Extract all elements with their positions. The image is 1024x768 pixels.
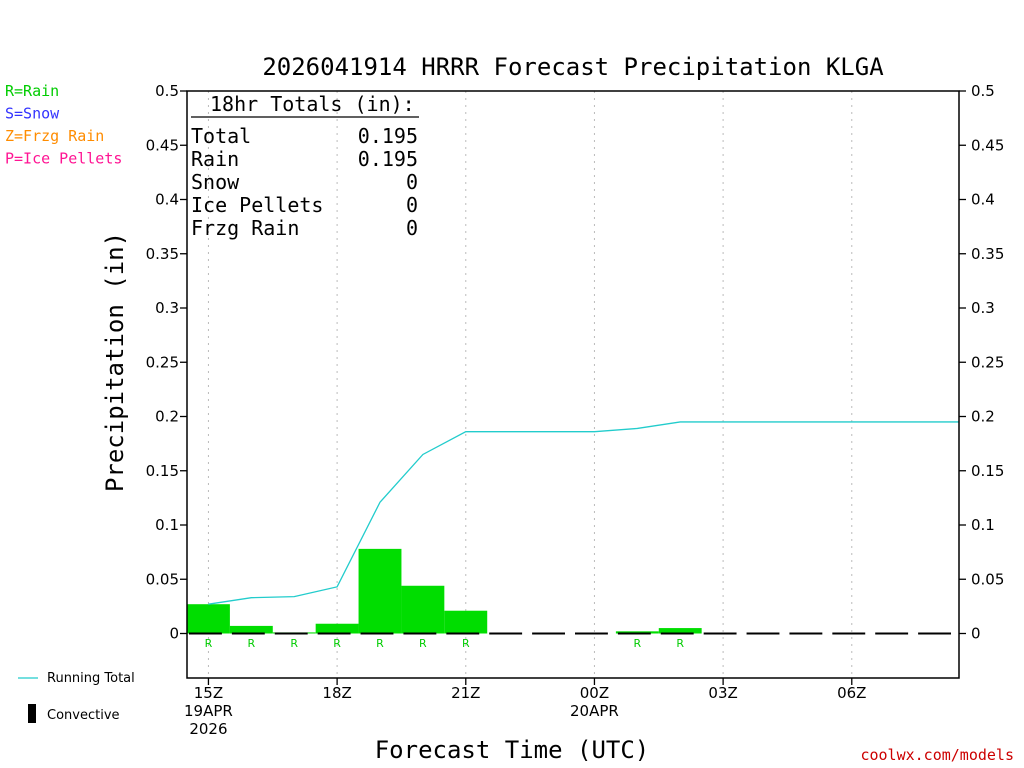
totals-label-4: Frzg Rain [191,216,299,240]
type-marker-26: R [676,637,684,650]
totals-rows: Total 0.195 Rain 0.195 Snow 0 Ice Pellets 0 Frzg… [191,124,418,240]
precip-bar-20 [401,585,445,634]
type-marker-21: R [462,637,470,650]
precip-bar-25 [615,631,659,634]
totals-header: 18hr Totals (in): [210,92,415,116]
y-axis-left: 0 0.05 0.1 0.15 0.2 0.25 0.3 0.35 0.4 0.45 0.5 [146,82,187,643]
totals-label-3: Ice Pellets [191,193,323,217]
y-tick-label-right-1: 0.05 [971,570,1004,588]
totals-label-2: Snow [191,170,240,194]
precip-bar-18 [315,623,359,634]
precip-bar-19 [358,548,402,634]
y-tick-label-left-1: 0.05 [146,570,179,588]
running-total-line [208,421,959,605]
y-tick-label-left-3: 0.15 [146,462,179,480]
x-tick-label-0-0: 15Z [194,684,223,702]
x-tick-label-0-2: 2026 [189,720,227,738]
running-total-legend-label: Running Total [47,671,135,686]
totals-value-4: 0 [406,216,418,240]
y-tick-label-left-2: 0.1 [155,516,179,534]
type-marker-19: R [376,637,384,650]
totals-value-1: 0.195 [358,147,418,171]
x-tick-label-5-0: 06Z [837,684,866,702]
totals-label-1: Rain [191,147,239,171]
x-tick-label-0-1: 19APR [184,702,233,720]
y-tick-label-right-10: 0.5 [971,82,995,100]
x-axis-label: Forecast Time (UTC) [375,736,650,764]
y-tick-label-left-4: 0.2 [155,408,179,426]
y-tick-label-right-6: 0.3 [971,299,995,317]
y-tick-label-right-9: 0.45 [971,136,1004,154]
type-marker-18: R [333,637,341,650]
y-tick-label-right-4: 0.2 [971,408,995,426]
type-marker-16: R [248,637,256,650]
y-tick-label-right-0: 0 [971,625,981,643]
type-legend-1: S=Snow [5,105,60,123]
type-marker-25: R [634,637,642,650]
y-tick-label-right-5: 0.25 [971,353,1004,371]
y-tick-label-right-8: 0.4 [971,191,995,209]
x-tick-label-1-0: 18Z [322,684,351,702]
type-legend-3: P=Ice Pellets [5,150,122,168]
plot-frame [186,90,960,679]
x-tick-label-4-0: 03Z [708,684,737,702]
type-marker-15: R [205,637,213,650]
type-marker-20: R [419,637,427,650]
y-tick-label-left-7: 0.35 [146,245,179,263]
x-tick-label-2-0: 21Z [451,684,480,702]
x-tick-label-3-1: 20APR [570,702,619,720]
chart-title: 2026041914 HRRR Forecast Precipitation K… [262,53,884,81]
hourly-precip-bars [187,548,702,634]
y-tick-label-left-0: 0 [169,625,179,643]
totals-value-3: 0 [406,193,418,217]
precip-bar-21 [444,610,488,634]
type-marker-17: R [290,637,298,650]
totals-label-0: Total [191,124,251,148]
y-tick-label-left-6: 0.3 [155,299,179,317]
credit-text: coolwx.com/models [860,746,1014,764]
precip-bar-26 [658,628,702,634]
y-tick-label-left-10: 0.5 [155,82,179,100]
y-tick-label-left-5: 0.25 [146,353,179,371]
x-tick-label-3-0: 00Z [580,684,609,702]
totals-box: 18hr Totals (in): Total 0.195 Rain 0.195 Sno… [191,92,419,240]
y-tick-label-left-9: 0.45 [146,136,179,154]
totals-value-2: 0 [406,170,418,194]
precip-type-legend: R=Rain S=Snow Z=Frzg Rain P=Ice Pellets [5,82,122,168]
precip-bar-16 [229,625,273,634]
convective-legend-swatch [28,704,36,723]
totals-value-0: 0.195 [358,124,418,148]
vertical-gridlines [207,91,853,678]
y-axis-label: Precipitation (in) [101,232,129,492]
series-legend: Running Total Convective [18,671,135,723]
convective-legend-label: Convective [47,708,120,723]
y-axis-right: 0 0.05 0.1 0.15 0.2 0.25 0.3 0.35 0.4 0.45 0.5 [959,82,1004,643]
y-tick-label-right-2: 0.1 [971,516,995,534]
y-tick-label-left-8: 0.4 [155,191,179,209]
y-tick-label-right-3: 0.15 [971,462,1004,480]
y-tick-label-right-7: 0.35 [971,245,1004,263]
type-legend-0: R=Rain [5,82,59,100]
type-legend-2: Z=Frzg Rain [5,127,104,145]
precip-bar-15 [187,604,230,634]
